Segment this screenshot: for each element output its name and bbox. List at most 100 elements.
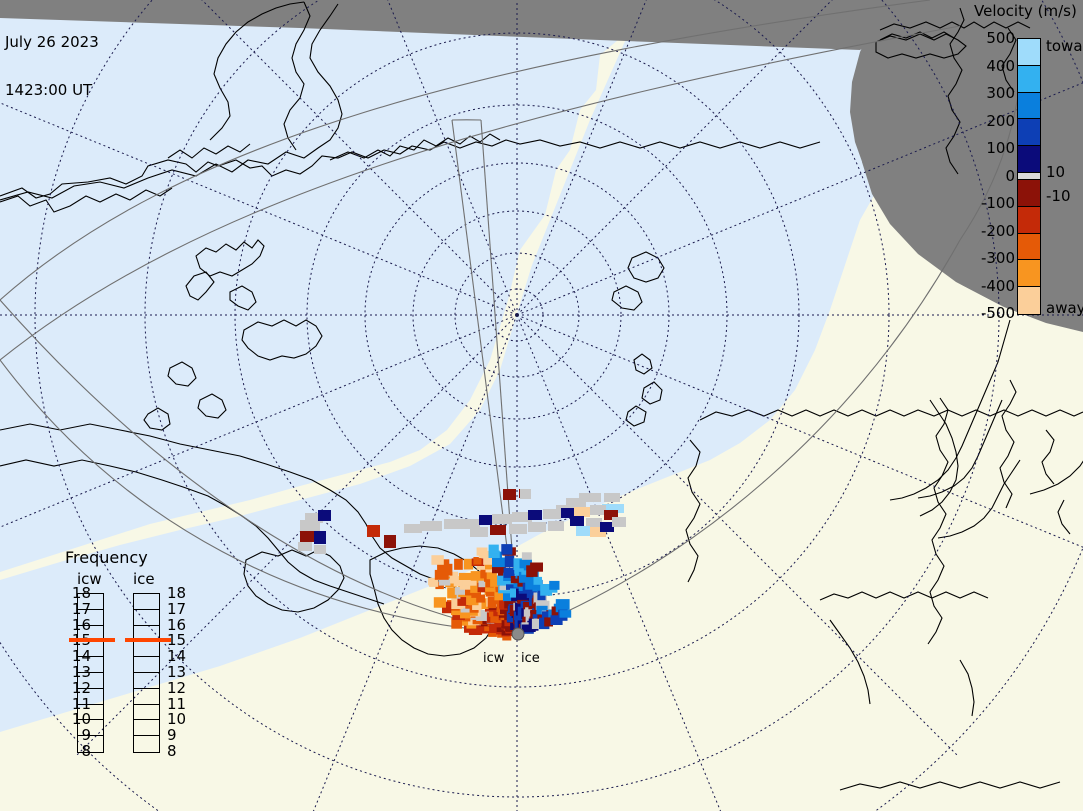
frequency-axis-tick: 16 [167,615,187,634]
scatter-cell [600,522,614,532]
fan-scatter-cell [487,596,497,609]
fan-scatter-cell [492,557,506,568]
fan-scatter-cell [504,597,516,609]
scatter-cell [464,519,480,529]
fan-scatter-cell [454,587,469,595]
coastlines [0,1,1083,791]
fan-scatter-cell [453,576,463,587]
fan-scatter-cell [476,547,488,556]
colorbar-tick: -500 [980,304,1015,322]
frequency-axis-tick: 9 [81,726,91,745]
scatter-cell [300,520,320,531]
frequency-axis-tick: 8 [81,742,91,760]
frequency-axis-tick: 17 [71,599,91,618]
frequency-bar-label-ice: ice [133,570,155,588]
colorbar-segment [1018,206,1040,234]
colorbar-tick: 300 [986,84,1015,102]
scatter-cell [479,515,492,525]
scatter-cell [570,516,584,526]
frequency-marker [125,638,171,643]
fan-scatter-cell [513,558,524,570]
fan-scatter-cell [475,623,490,634]
frequency-axis-tick: 12 [71,678,91,697]
scatter-cell [470,527,488,537]
scatter-cell [543,509,561,519]
colorbar-tick: 400 [986,56,1015,75]
radar-fan-scatter [428,544,572,641]
frequency-axis-tick: 16 [71,615,91,634]
frequency-cell [134,657,159,673]
frequency-bar-ice [133,593,160,753]
fan-scatter-cell [472,601,483,610]
frequency-cell [78,610,103,626]
fan-scatter-cell [550,615,563,625]
scatter-cell [528,522,546,532]
fan-scatter-cell [490,575,499,587]
scatter-cell [367,525,380,537]
colorbar-title: Velocity (m/s) [974,2,1077,20]
fan-scatter-cell [442,601,452,614]
colorbar-segment [1018,179,1040,207]
scatter-cell [509,524,527,534]
fan-scatter-cell [467,593,476,604]
scatter-cell [548,521,564,531]
frequency-title: Frequency [65,548,148,567]
frequency-axis-tick: 13 [71,663,91,681]
fan-scatter-cell [463,558,474,570]
fan-scatter-cell [531,618,544,629]
scatter-cell [512,512,532,522]
fan-scatter-cell [476,594,486,603]
frequency-cell [78,673,103,689]
frequency-cell [78,594,103,610]
frequency-bar-label-icw: icw [77,570,102,588]
fan-scatter-cell [470,571,484,581]
colorbar-away-label: away [1046,299,1083,317]
frequency-cell [78,705,103,721]
fan-scatter-cell [457,594,469,606]
colorbar-segment [1018,146,1040,173]
fan-scatter-cell [480,569,493,579]
scatter-cell [300,531,320,542]
fan-scatter-cell [533,576,542,585]
scatter-cell [590,527,606,537]
scatter-cell [314,545,326,554]
colorbar-tick: 100 [986,139,1015,157]
radar-site-marker [511,627,525,641]
frequency-cell [134,641,159,658]
frequency-axis-tick: 18 [71,584,91,602]
frequency-cell [134,689,159,705]
fan-scatter-cell [501,544,513,555]
fan-scatter-cell [485,578,494,588]
scatter-cell [318,510,331,521]
radar-fov-outlines [0,0,1025,634]
fan-scatter-cell [518,571,533,583]
colorbar-zero-positive-label: 10 [1046,163,1066,181]
fan-scatter-cell [437,559,450,572]
fan-scatter-cell [555,599,570,610]
scatter-cell [492,514,512,524]
frequency-axis-tick: 11 [71,694,91,713]
scatter-cell [604,493,620,502]
fan-scatter-cell [447,587,457,599]
colorbar-zero-negative-label: -10 [1046,187,1071,205]
fan-scatter-cell [454,558,463,570]
frequency-cell [78,641,103,658]
fan-scatter-cell [544,617,553,627]
velocity-scatter-cells [298,489,626,554]
fan-scatter-cell [503,567,515,578]
scatter-cell [586,518,602,528]
fan-scatter-cell [433,597,446,608]
timestamp-time: 1423:00 UT [5,81,93,99]
scatter-cell [444,519,466,529]
scatter-cell [590,505,606,515]
site-label-icw: icw [483,651,505,666]
fan-scatter-cell [497,575,507,586]
fan-scatter-cell [549,580,560,590]
fan-scatter-cell [559,610,572,618]
fan-scatter-cell [488,544,499,554]
fan-scatter-cell [555,604,568,613]
frequency-cell [134,610,159,626]
frequency-axis-tick: 18 [167,584,187,602]
fan-scatter-cell [438,578,451,586]
